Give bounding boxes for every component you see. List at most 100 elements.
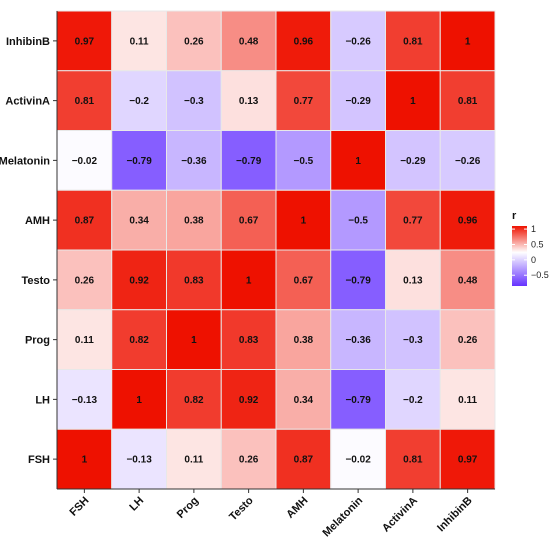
legend-title: r xyxy=(512,210,517,222)
cell-value-label: 1 xyxy=(136,395,142,406)
x-tick-label: Prog xyxy=(175,495,201,521)
cell-value-label: −0.26 xyxy=(455,156,481,167)
x-tick-label: FSH xyxy=(67,495,91,519)
cell-value-label: −0.36 xyxy=(345,335,371,346)
cell-value-label: 0.81 xyxy=(75,96,95,107)
cell-value-label: 0.26 xyxy=(75,275,95,286)
cell-value-label: 0.82 xyxy=(129,335,149,346)
y-tick-label: AMH xyxy=(25,215,50,227)
cell-value-label: 0.11 xyxy=(130,36,149,47)
y-tick-label: LH xyxy=(35,394,50,406)
cell-value-label: 0.92 xyxy=(239,395,259,406)
cell-value-label: 1 xyxy=(82,455,88,466)
legend-ticks: 1 0.5 0 −0.5 xyxy=(512,224,549,280)
cell-value-label: −0.5 xyxy=(348,216,368,227)
cell-value-label: 0.97 xyxy=(75,36,95,47)
cell-value-label: −0.02 xyxy=(345,455,371,466)
cell-value-label: 0.38 xyxy=(294,335,314,346)
cell-value-label: −0.36 xyxy=(181,156,207,167)
cell-value-label: 1 xyxy=(465,36,471,47)
cell-value-label: −0.2 xyxy=(403,395,423,406)
heatmap-cell xyxy=(275,428,332,490)
cell-value-label: −0.79 xyxy=(345,275,371,286)
heatmap-cell xyxy=(385,189,441,251)
cell-value-label: −0.13 xyxy=(72,395,98,406)
cell-value-label: 0.96 xyxy=(294,36,314,47)
x-tick-label: ActivinA xyxy=(380,495,420,535)
x-tick-label: Melatonin xyxy=(320,494,365,539)
cell-value-label: 0.26 xyxy=(239,455,259,466)
y-tick-label: Testo xyxy=(21,275,50,287)
cell-value-label: 0.83 xyxy=(239,335,259,346)
cell-value-label: −0.29 xyxy=(400,156,426,167)
color-legend: r 1 0.5 0 −0.5 xyxy=(512,210,549,286)
x-tick-labels: FSH LH Prog Testo AMH Melatonin ActivinA Inhibi… xyxy=(67,489,475,539)
heatmap-cell xyxy=(330,369,386,430)
x-tick-label: InhibinB xyxy=(435,495,475,535)
cell-value-label: 0.11 xyxy=(75,335,94,346)
cell-value-label: 0.81 xyxy=(403,455,423,466)
cell-value-label: 1 xyxy=(301,216,307,227)
heatmap-cell xyxy=(166,130,222,191)
cell-value-label: 0.83 xyxy=(184,275,204,286)
heatmap-cell xyxy=(220,70,277,131)
heatmap-cells: 0.97 0.11 0.26 0.48 0.96 −0.26 0.81 1 0.81 −0.2 −0… xyxy=(56,10,496,490)
heatmap-cell xyxy=(111,130,167,191)
cell-value-label: −0.79 xyxy=(126,156,152,167)
cell-value-label: 0.87 xyxy=(294,455,314,466)
cell-value-label: −0.2 xyxy=(129,96,149,107)
heatmap-cell xyxy=(111,10,167,72)
heatmap-cell xyxy=(439,70,496,131)
heatmap-cell xyxy=(111,369,167,430)
heatmap-cell xyxy=(166,309,222,370)
heatmap-cell xyxy=(439,249,496,311)
heatmap-cell xyxy=(385,249,441,311)
heatmap-cell xyxy=(330,10,386,72)
legend-tick-label: 0 xyxy=(531,255,536,265)
cell-value-label: 0.11 xyxy=(184,455,203,466)
cell-value-label: 1 xyxy=(246,275,252,286)
cell-value-label: 0.13 xyxy=(403,275,423,286)
heatmap-cell xyxy=(111,309,167,370)
cell-value-label: 1 xyxy=(191,335,197,346)
heatmap-cell xyxy=(330,70,386,131)
heatmap-cell xyxy=(439,369,496,430)
cell-value-label: 0.11 xyxy=(458,395,477,406)
y-tick-label: ActivinA xyxy=(5,96,50,108)
cell-value-label: 0.77 xyxy=(294,96,314,107)
cell-value-label: 0.97 xyxy=(458,455,478,466)
heatmap-cell xyxy=(220,189,277,251)
y-tick-label: FSH xyxy=(28,454,50,466)
cell-value-label: 1 xyxy=(410,96,416,107)
cell-value-label: 0.77 xyxy=(403,216,423,227)
heatmap-cell xyxy=(385,309,441,370)
heatmap-cell xyxy=(439,428,496,490)
cell-value-label: 0.92 xyxy=(129,275,149,286)
x-tick-label: AMH xyxy=(284,495,310,521)
heatmap-cell xyxy=(166,10,222,72)
heatmap-cell xyxy=(220,249,277,311)
cell-value-label: 0.67 xyxy=(239,216,259,227)
heatmap-cell xyxy=(439,130,496,191)
legend-colorbar xyxy=(512,226,527,286)
cell-value-label: 0.26 xyxy=(184,36,204,47)
cell-value-label: 0.81 xyxy=(403,36,423,47)
cell-value-label: −0.13 xyxy=(126,455,152,466)
cell-value-label: −0.79 xyxy=(236,156,262,167)
y-tick-labels: InhibinB ActivinA Melatonin AMH Testo Prog LH F… xyxy=(0,36,57,466)
x-tick-label: Testo xyxy=(227,494,256,523)
x-tick-label: LH xyxy=(127,495,146,514)
cell-value-label: 0.82 xyxy=(184,395,204,406)
heatmap-cell xyxy=(56,369,113,430)
cell-value-label: −0.3 xyxy=(403,335,423,346)
heatmap-cell xyxy=(385,369,441,430)
cell-value-label: 0.48 xyxy=(239,36,259,47)
heatmap-cell xyxy=(166,428,222,490)
y-tick-label: Prog xyxy=(25,335,50,347)
legend-tick-label: 0.5 xyxy=(531,239,544,249)
heatmap-cell xyxy=(439,309,496,370)
cell-value-label: −0.3 xyxy=(184,96,204,107)
cell-value-label: −0.26 xyxy=(345,36,371,47)
cell-value-label: 0.67 xyxy=(294,275,314,286)
